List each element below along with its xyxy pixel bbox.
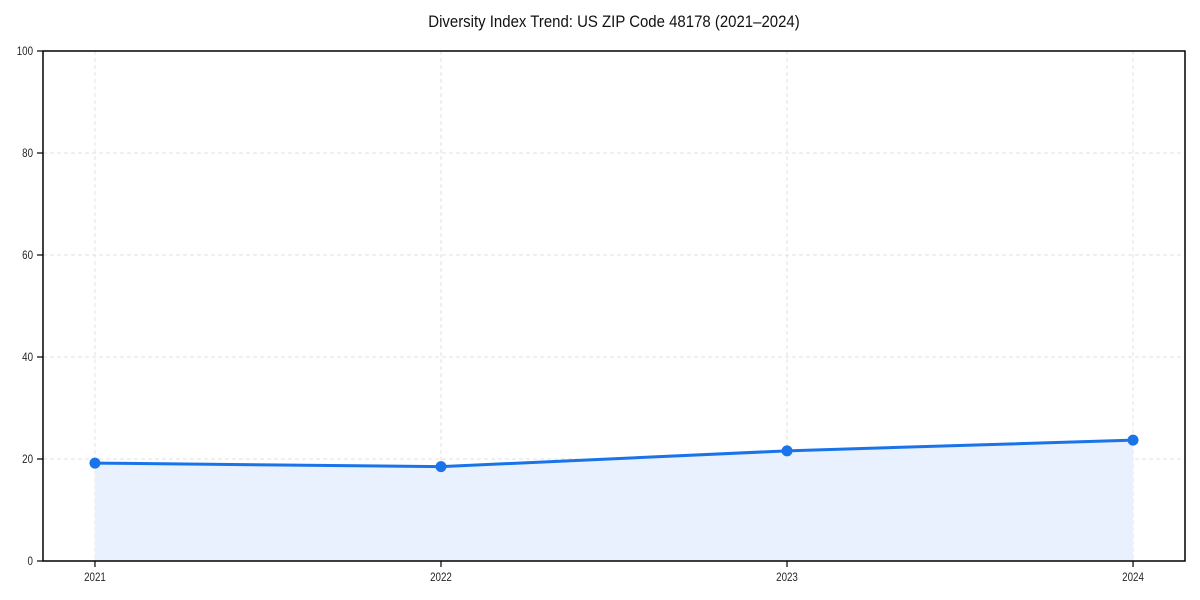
x-axis-tick-label: 2021	[84, 571, 106, 584]
area-fill	[94, 440, 1134, 561]
y-axis-tick-label: 100	[17, 45, 33, 58]
y-axis-tick-label: 60	[22, 249, 33, 262]
data-point-2021	[89, 457, 101, 469]
x-axis-tick-label: 2023	[776, 571, 798, 584]
y-axis-tick-label: 80	[22, 147, 33, 160]
trend-line	[93, 438, 1135, 469]
y-axis-tick-label: 0	[28, 555, 33, 568]
plot-border	[42, 50, 1186, 562]
data-point-2024	[1127, 434, 1139, 446]
chart-title: Diversity Index Trend: US ZIP Code 48178…	[428, 12, 800, 31]
y-axis-tick-label: 40	[22, 351, 33, 364]
data-point-2023	[781, 445, 793, 457]
data-point-2022	[435, 461, 447, 473]
x-axis-tick-label: 2024	[1122, 571, 1144, 584]
x-axis-tick-label: 2022	[430, 571, 452, 584]
y-axis-tick-label: 20	[22, 453, 33, 466]
